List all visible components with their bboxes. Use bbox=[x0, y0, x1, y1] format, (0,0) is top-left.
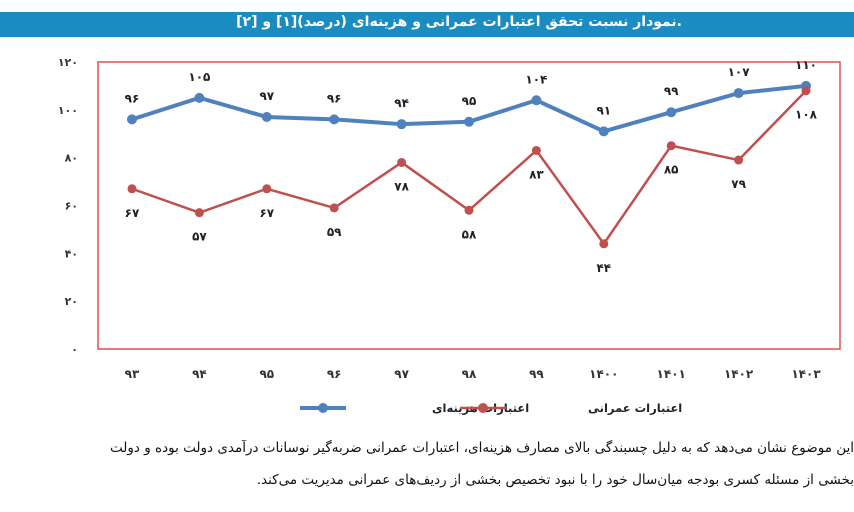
x-tick-label: ۹۵ bbox=[259, 367, 274, 381]
data-label: ۵۷ bbox=[192, 230, 207, 244]
data-point bbox=[396, 119, 407, 130]
data-label: ۷۹ bbox=[731, 177, 746, 191]
data-label: ۹۵ bbox=[462, 94, 477, 108]
data-point bbox=[598, 126, 609, 137]
legend-marker bbox=[478, 403, 488, 413]
data-point bbox=[329, 114, 340, 125]
data-point bbox=[127, 184, 137, 194]
data-label: ۱۰۸ bbox=[795, 108, 818, 122]
data-point bbox=[599, 239, 609, 249]
data-point bbox=[733, 88, 744, 99]
legend-label: اعتبارات عمرانی bbox=[588, 401, 682, 415]
data-point bbox=[194, 92, 205, 103]
data-point bbox=[261, 112, 272, 123]
data-label: ۹۴ bbox=[394, 96, 409, 110]
data-label: ۹۶ bbox=[125, 91, 140, 105]
data-label: ۶۷ bbox=[259, 206, 274, 220]
data-point bbox=[531, 95, 542, 106]
data-label: ۹۹ bbox=[664, 84, 679, 98]
x-tick-label: ۹۹ bbox=[529, 367, 544, 381]
data-point bbox=[464, 116, 474, 127]
x-tick-label: ۱۴۰۲ bbox=[724, 367, 754, 381]
caption-line-1: این موضوع نشان می‌دهد که به دلیل چسبندگی… bbox=[110, 440, 854, 456]
y-tick-label: ۶۰ bbox=[65, 200, 78, 213]
data-label: ۸۳ bbox=[529, 167, 544, 181]
data-label: ۸۵ bbox=[664, 163, 679, 177]
chart-title: .نمودار نسبت تحقق اعتبارات عمرانی و هزین… bbox=[236, 14, 682, 30]
series-line-1 bbox=[131, 89, 807, 246]
data-point bbox=[127, 114, 137, 125]
data-point bbox=[666, 107, 677, 118]
y-tick-label: ۸۰ bbox=[65, 152, 78, 165]
data-point bbox=[734, 155, 744, 165]
y-tick-label: ۰ bbox=[71, 343, 78, 356]
data-label: ۵۹ bbox=[327, 225, 342, 239]
data-label: ۱۱۰ bbox=[795, 58, 817, 72]
data-point bbox=[194, 208, 204, 218]
data-point bbox=[464, 205, 474, 215]
data-label: ۱۰۵ bbox=[188, 70, 210, 84]
data-point bbox=[329, 203, 339, 213]
legend-marker bbox=[318, 403, 328, 413]
data-label: ۹۷ bbox=[259, 89, 274, 103]
data-label: ۵۸ bbox=[462, 227, 477, 241]
plot-area-border bbox=[97, 61, 841, 350]
y-tick-label: ۲۰ bbox=[65, 295, 78, 308]
data-point bbox=[801, 86, 811, 96]
data-label: ۷۸ bbox=[394, 179, 409, 193]
x-tick-label: ۱۴۰۳ bbox=[791, 367, 821, 381]
data-label: ۱۰۴ bbox=[525, 72, 547, 86]
chart-title-bar: .نمودار نسبت تحقق اعتبارات عمرانی و هزین… bbox=[0, 12, 854, 37]
line-chart: ۰ ۲۰ ۴۰ ۶۰ ۸۰ ۱۰۰ ۱۲۰ ۹۳ ۹۴ ۹۵ ۹۶ ۹۷ ۹۸ ۹۹ ۱۴۰۰ ۱۴۰۱ ۱۴۰… bbox=[58, 56, 841, 415]
y-tick-label: ۱۲۰ bbox=[58, 56, 78, 69]
y-tick-label: ۱۰۰ bbox=[58, 104, 78, 117]
data-label: ۱۰۷ bbox=[728, 65, 751, 79]
data-label: ۴۴ bbox=[596, 261, 611, 275]
data-label: ۶۷ bbox=[125, 206, 140, 220]
x-tick-label: ۹۴ bbox=[192, 367, 207, 381]
x-tick-label: ۹۸ bbox=[462, 367, 477, 381]
data-point bbox=[531, 145, 541, 155]
y-tick-label: ۴۰ bbox=[65, 247, 78, 260]
x-tick-label: ۱۴۰۰ bbox=[589, 367, 618, 381]
x-tick-label: ۱۴۰۱ bbox=[657, 367, 686, 381]
data-point bbox=[397, 157, 407, 167]
data-point bbox=[666, 141, 676, 151]
data-label: ۹۶ bbox=[327, 91, 342, 105]
x-tick-label: ۹۳ bbox=[125, 367, 140, 381]
caption-line-2: بخشی از مسئله کسری بودجه میان‌سال خود را… bbox=[256, 472, 854, 488]
x-tick-label: ۹۶ bbox=[327, 367, 342, 381]
x-tick-label: ۹۷ bbox=[394, 367, 409, 381]
data-label: ۹۱ bbox=[596, 103, 611, 117]
data-point bbox=[262, 184, 272, 194]
